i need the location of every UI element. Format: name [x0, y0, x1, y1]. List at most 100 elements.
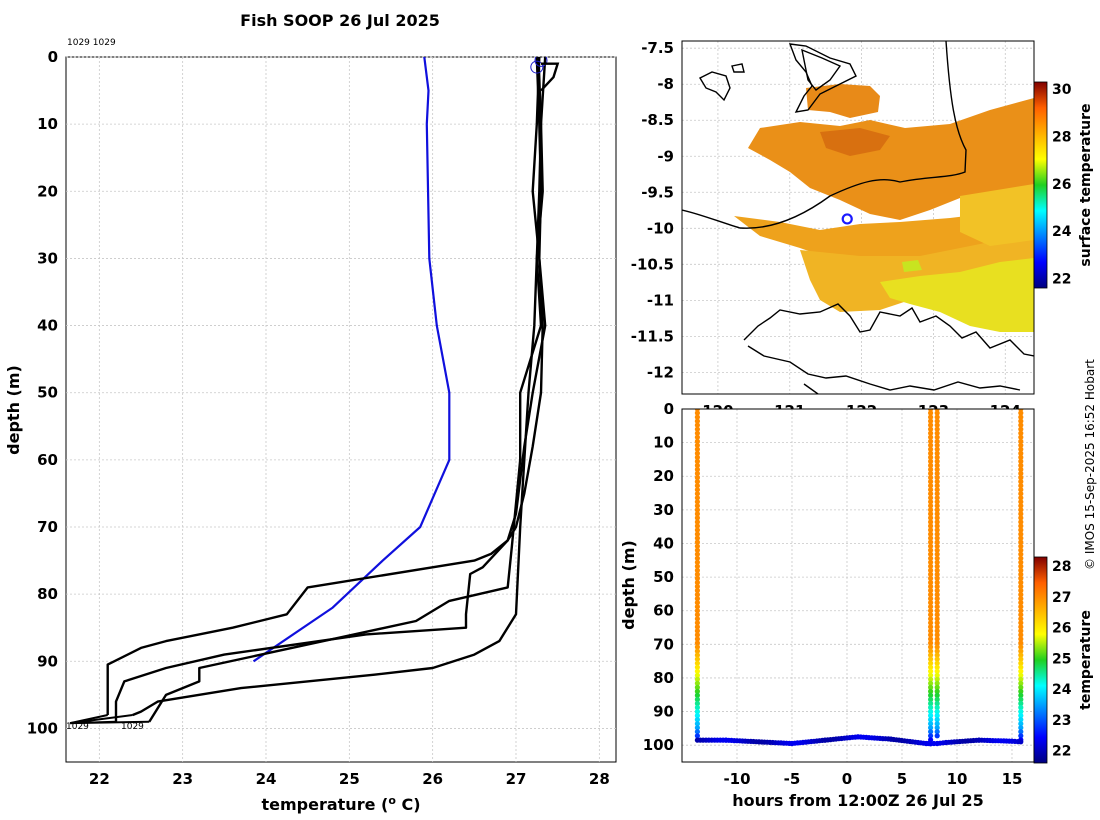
cast-point [1018, 725, 1024, 731]
cast-point [928, 410, 934, 416]
cast-point [928, 668, 934, 674]
cast-point [1018, 644, 1024, 650]
cast-point [1018, 648, 1024, 654]
cast-point [934, 709, 940, 715]
cast-point [1018, 466, 1024, 473]
cast-point [1018, 499, 1024, 505]
map-ytick-label: -8 [657, 75, 674, 93]
timedepth-ytick-label: 20 [653, 467, 674, 485]
cast-point [928, 563, 934, 569]
cast-point [694, 491, 701, 497]
map-colorbar [1033, 81, 1048, 289]
cast-point [928, 503, 934, 509]
cast-point [934, 721, 940, 727]
bottom-annotation-2: 1029 [121, 722, 144, 732]
cast-point [934, 575, 940, 582]
cast-point [1018, 729, 1024, 735]
cast-point [1018, 454, 1024, 460]
cast-point [1018, 652, 1024, 658]
sst-warm-band [820, 128, 890, 156]
cast-point [934, 733, 940, 739]
cast-point [1018, 608, 1024, 614]
timedepth-ytick-label: 30 [653, 501, 674, 519]
cast-point [694, 519, 701, 525]
profile-line-2 [114, 57, 547, 722]
map-ytick-label: -10 [647, 219, 674, 237]
profile-start-marker [530, 60, 544, 74]
cast-point [694, 636, 701, 642]
cast-point [694, 559, 701, 565]
cast-point [928, 632, 934, 638]
cast-point [934, 414, 940, 420]
cast-point [1018, 434, 1024, 440]
cast-point [694, 458, 701, 464]
cast-point [934, 446, 940, 452]
timedepth-colorbar-tick-label: 25 [1052, 651, 1071, 667]
timedepth-points [694, 409, 1024, 747]
map-ytick-label: -7.5 [641, 39, 674, 57]
cast-point [934, 547, 940, 553]
cast-point [694, 446, 701, 452]
cast-point [1018, 684, 1024, 691]
profile-ytick-label: 10 [37, 115, 58, 133]
cast-point [934, 656, 940, 662]
cast-point [1018, 563, 1024, 569]
cast-point [934, 434, 940, 440]
cast-point [928, 648, 934, 654]
cast-point [694, 499, 701, 505]
cast-point [694, 725, 701, 731]
cast-point [934, 600, 940, 606]
cast-point [934, 418, 940, 424]
cast-point [934, 596, 940, 602]
cast-point [1018, 539, 1024, 545]
cast-point [694, 479, 701, 485]
cast-point [694, 729, 701, 735]
cast-point [928, 446, 934, 452]
cast-point [934, 587, 940, 594]
cast-point [928, 644, 934, 650]
cast-point [928, 680, 934, 686]
cast-point [934, 567, 940, 574]
cast-point [694, 527, 701, 533]
timedepth-colorbar [1033, 556, 1048, 764]
cast-point [928, 592, 934, 598]
cast-point [694, 475, 701, 481]
cast-point [934, 410, 940, 416]
profile-line-0 [252, 57, 451, 663]
cast-point [694, 426, 701, 432]
cast-point [934, 507, 940, 513]
profile-ytick-label: 30 [37, 249, 58, 267]
profile-lines [69, 57, 560, 725]
cast-point [928, 700, 934, 707]
cast-point [1018, 519, 1024, 525]
cast-point [1018, 495, 1024, 501]
cast-point [928, 418, 934, 424]
cast-point [928, 583, 934, 590]
cast-point [934, 628, 940, 634]
profile-ytick-label: 40 [37, 317, 58, 335]
timedepth-ytick-label: 0 [664, 400, 674, 418]
cast-point [1018, 462, 1024, 469]
cast-point [928, 426, 934, 432]
cast-point [1018, 587, 1024, 594]
cast-point [1018, 487, 1024, 493]
timedepth-xtick-label: 15 [1002, 770, 1023, 788]
cast-point [934, 479, 940, 485]
cast-point [928, 725, 934, 731]
cast-point [934, 624, 940, 630]
cast-point [934, 684, 940, 691]
cast-point [1018, 600, 1024, 606]
cast-point [928, 600, 934, 606]
cast-point [934, 470, 940, 477]
map-colorbar-tick-label: 24 [1052, 224, 1072, 240]
cast-point [1018, 450, 1024, 456]
cast-point [934, 664, 940, 670]
cast-point [928, 462, 934, 469]
sst-east-patch [960, 184, 1034, 246]
cast-point [1018, 422, 1024, 428]
cast-point [1018, 575, 1024, 582]
cast-point [1018, 470, 1024, 477]
cast-point [928, 458, 934, 464]
profile-ytick-label: 80 [37, 585, 58, 603]
